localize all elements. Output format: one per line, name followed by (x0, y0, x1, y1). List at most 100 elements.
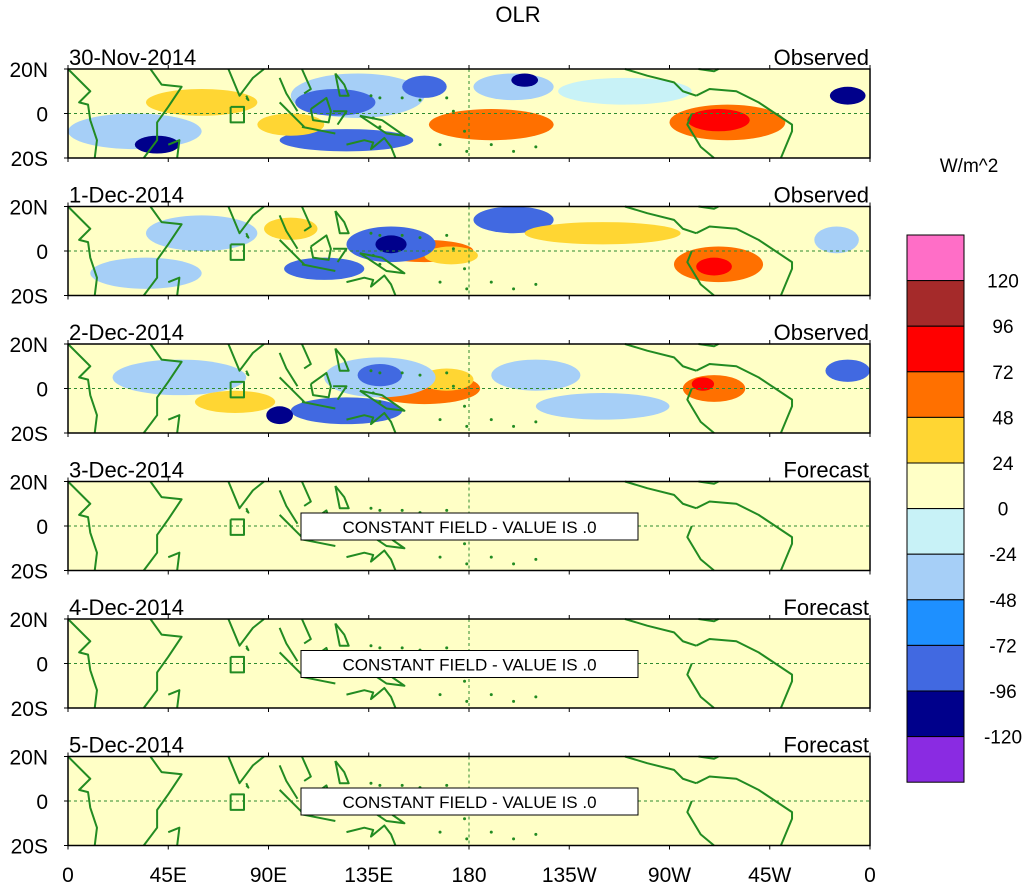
coastline (309, 234, 332, 261)
island (418, 373, 422, 377)
coastline (227, 618, 265, 647)
y-tick-label: 20N (9, 472, 48, 495)
island (378, 96, 382, 100)
y-tick-label: 0 (36, 654, 48, 677)
coastline (227, 480, 265, 510)
coastline (67, 68, 98, 159)
x-tick-label: 135E (344, 864, 393, 887)
coastlines (67, 343, 794, 434)
island (438, 143, 442, 147)
coastline (167, 551, 181, 571)
constant-field-message: CONSTANT FIELD - VALUE IS .0 (342, 656, 596, 675)
colorbar-box (906, 416, 965, 464)
coastline (359, 252, 406, 275)
panel-status: Forecast (783, 458, 869, 483)
colorbar-box (906, 462, 965, 510)
coastline (67, 205, 98, 296)
coastline (695, 775, 794, 846)
island (371, 391, 375, 395)
coastline (346, 824, 397, 846)
coastline (695, 225, 794, 296)
island (400, 783, 404, 787)
panel-status: Observed (774, 45, 869, 70)
panel-4-Dec-2014: 20N 0 20S 4-Dec-2014 Forecast CONSTANT FIELD … (9, 595, 871, 721)
coastline (142, 205, 183, 297)
coastline (301, 481, 312, 507)
island (534, 282, 538, 286)
coastline (278, 627, 299, 662)
island (445, 783, 449, 787)
coastline (624, 618, 697, 647)
coastline (686, 113, 715, 159)
colorbar-label: -48 (989, 591, 1016, 612)
x-tick-label: 45E (150, 864, 187, 887)
coastline (142, 755, 183, 847)
island (438, 280, 442, 284)
anomaly-blob (375, 235, 407, 254)
panel-status: Forecast (783, 733, 869, 758)
island (512, 424, 516, 428)
x-axis: 0 45E 90E 135E 180 135W 90W 45W 0 (62, 864, 876, 887)
coastline (142, 343, 183, 434)
island (445, 233, 449, 237)
island (418, 236, 422, 240)
island (534, 145, 538, 149)
coastline (333, 385, 348, 401)
colorbar-label: 24 (992, 454, 1014, 475)
island (534, 832, 538, 836)
anomaly-blob (257, 113, 325, 136)
colorbar-box (906, 234, 965, 282)
island (463, 129, 467, 133)
coastline (334, 760, 350, 785)
coastline (686, 525, 715, 572)
island (418, 98, 422, 102)
island (465, 149, 469, 153)
island (369, 94, 373, 98)
island (534, 695, 538, 699)
island (400, 508, 404, 512)
anomaly-blob (264, 217, 318, 240)
y-tick-label: 20S (11, 561, 48, 584)
coastline (301, 618, 312, 645)
colorbar-label: -96 (989, 682, 1016, 703)
coastline (167, 414, 181, 434)
constant-field-box (300, 650, 639, 678)
coastline (301, 675, 336, 685)
coastline (624, 205, 697, 235)
y-tick-label: 20S (11, 423, 48, 446)
island (438, 418, 442, 422)
coastline (67, 618, 98, 709)
panel-date: 1-Dec-2014 (69, 183, 184, 208)
colorbar-label: 0 (998, 500, 1009, 521)
panel-date: 5-Dec-2014 (69, 733, 184, 758)
x-tick-label: 90W (648, 864, 691, 887)
constant-field-box (300, 787, 639, 816)
island (463, 542, 467, 546)
coastline (334, 485, 350, 510)
island (463, 817, 467, 821)
island (465, 837, 469, 841)
island (489, 555, 493, 559)
y-tick-label: 20N (9, 334, 48, 357)
coastline (227, 205, 265, 235)
x-tick-label: 0 (864, 864, 876, 887)
island (489, 280, 493, 284)
coastlines (67, 68, 794, 159)
anomaly-blob (279, 129, 414, 152)
island (400, 646, 404, 650)
island (489, 693, 493, 697)
y-tick-label: 20N (9, 609, 48, 632)
island (400, 233, 404, 237)
y-tick-label: 20S (11, 836, 48, 859)
coastline (334, 72, 350, 97)
coastline (227, 68, 265, 97)
colorbar-box (906, 508, 965, 555)
coastline (695, 638, 794, 709)
coastline (229, 655, 245, 674)
colorbar-box (906, 280, 965, 327)
coastline (301, 206, 312, 232)
coastline (278, 765, 299, 800)
anomaly-blob (134, 135, 180, 154)
coastline (142, 618, 183, 709)
